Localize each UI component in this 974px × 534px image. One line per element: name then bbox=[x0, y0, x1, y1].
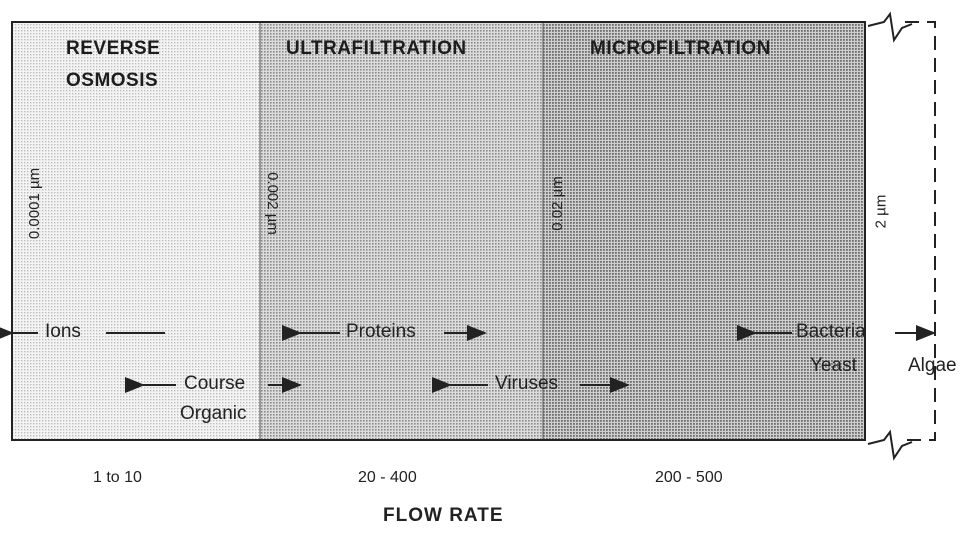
label-bacteria: Bacteria bbox=[796, 321, 866, 342]
label-organic: Organic bbox=[180, 403, 247, 424]
label-ions: Ions bbox=[45, 321, 81, 342]
diagram-border bbox=[11, 21, 866, 441]
title-ultrafiltration: ULTRAFILTRATION bbox=[286, 38, 467, 59]
label-algae: Algae bbox=[908, 355, 957, 376]
title-reverse-osmosis-line2: OSMOSIS bbox=[66, 70, 159, 91]
pore-size-mf: 0.02 µm bbox=[548, 176, 566, 231]
break-mark-top bbox=[867, 11, 913, 43]
region-microfiltration bbox=[543, 22, 865, 440]
label-viruses: Viruses bbox=[495, 373, 559, 394]
label-yeast: Yeast bbox=[810, 355, 857, 376]
axis-title-flow-rate: FLOW RATE bbox=[383, 505, 504, 526]
pore-size-outer: 2 µm bbox=[872, 194, 890, 229]
break-mark-bottom bbox=[867, 429, 913, 461]
flow-rate-uf: 20 - 400 bbox=[358, 469, 417, 486]
pore-size-uf: 0.002 µm bbox=[263, 172, 281, 235]
outer-bracket-dashed bbox=[905, 21, 936, 441]
region-ultrafiltration bbox=[260, 22, 543, 440]
title-microfiltration: MICROFILTRATION bbox=[590, 38, 771, 59]
flow-rate-mf: 200 - 500 bbox=[655, 469, 723, 486]
label-course: Course bbox=[184, 373, 246, 394]
region-reverse-osmosis bbox=[12, 22, 260, 440]
pore-size-ro: 0.0001 µm bbox=[26, 167, 44, 240]
title-reverse-osmosis-line1: REVERSE bbox=[66, 38, 161, 59]
label-proteins: Proteins bbox=[346, 321, 416, 342]
flow-rate-ro: 1 to 10 bbox=[93, 469, 142, 486]
